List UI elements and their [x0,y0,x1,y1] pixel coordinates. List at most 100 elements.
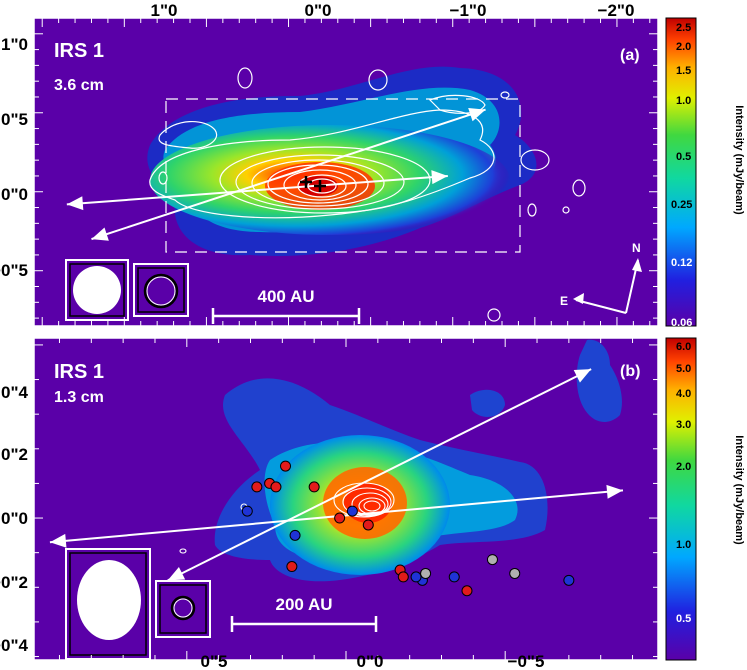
maser-spot-blue [241,505,253,517]
maser-spot-red [280,460,292,472]
compass: N E [560,241,642,314]
x-tick-label: 1"0 [151,1,178,20]
y-tick-label: −0"4 [0,636,29,655]
panel-a-contours [149,67,586,322]
y-tick-label: −0"5 [0,261,28,280]
maser-spot-red [362,519,374,531]
colorbar-tick: 0.06 [671,317,692,329]
colorbar-tick: 1.0 [676,95,691,107]
maser-spot-red [334,512,346,524]
y-tick-label: 0"4 [1,383,29,402]
y-tick-label: 0"0 [1,509,28,528]
colorbar-a-gradient [665,17,697,327]
maser-spot-blue [346,505,358,517]
emission-knot-b2 [470,389,505,417]
panel-b-beams [65,548,211,660]
emission-knot-b [576,339,622,422]
maser-spot-red [251,481,263,493]
x-tick-label: 0"0 [357,652,384,670]
scale-bar-label-b: 200 AU [275,595,332,614]
maser-spot-red [286,561,298,573]
panel-a-y-tick-labels: 1"0 0"5 0"0 −0"5 [0,35,28,280]
panel-a-emission [147,66,586,322]
colorbar-tick: 0.25 [671,199,692,211]
panel-a: IRS 1 3.6 cm (a) 400 AU N E 1"0 0"0 [0,1,659,327]
y-tick-label: 0"5 [1,110,28,129]
y-tick-label: 0"2 [1,445,28,464]
panel-b-y-tick-labels: 0"4 0"2 0"0 −0"2 −0"4 [0,383,29,655]
panel-b: IRS 1 1.3 cm (b) 200 AU 0"5 0"0 −0"5 0"4… [0,337,659,670]
outflow-axis-line [91,108,486,241]
panel-a-title: IRS 1 [54,40,104,62]
panel-b-title: IRS 1 [54,361,104,383]
panel-b-scale-bar: 200 AU [230,595,378,632]
colorbar-tick: 1.0 [676,539,691,551]
panel-b-x-tick-labels: 0"5 0"0 −0"5 [201,652,545,670]
outflow-axis-line [66,174,448,206]
panel-b-maser-spots [241,460,575,597]
colorbar-b: 6.0 5.0 4.0 3.0 2.0 1.0 0.5 Intensity (m… [665,337,745,661]
colorbar-tick: 4.0 [676,388,691,400]
x-tick-label: 0"0 [305,1,332,20]
outflow-arrowhead [431,170,448,185]
panel-a-peaks [300,176,326,192]
maser-spot-red [308,481,320,493]
maser-spot-red [461,585,473,597]
outflow-arrowhead [167,566,186,581]
colorbar-b-label: Intensity (mJy/beam) [733,435,745,545]
panel-b-label: (b) [620,363,640,380]
outflow-arrowhead [66,196,84,211]
outflow-axis-line [167,368,592,582]
colorbar-a-label: Intensity (mJy/beam) [733,105,745,215]
outflow-arrowhead [573,369,592,383]
y-tick-label: 0"0 [1,185,28,204]
panel-a-label: (a) [620,47,640,64]
outflow-arrowhead [468,107,486,122]
y-tick-label: 1"0 [1,35,28,54]
panel-b-subtitle: 1.3 cm [54,389,104,406]
panel-a-scale-bar: 400 AU [211,287,361,324]
maser-spot-blue [448,571,460,583]
panel-a-frame [33,17,659,327]
panel-a-beams [65,259,189,321]
panel-a-subtitle: 3.6 cm [54,77,104,94]
scale-bar-label-a: 400 AU [257,287,314,306]
x-tick-label: −2"0 [598,1,635,20]
colorbar-tick: 6.0 [676,341,691,353]
colorbar-b-gradient [665,337,697,661]
panel-b-ticks [34,338,658,660]
panel-a-outflow-axes [66,107,486,241]
beam-large [73,266,121,314]
compass-north: N [632,241,641,255]
colorbar-a: 2.5 2.0 1.5 1.0 0.5 0.25 0.12 0.06 Inten… [665,17,745,329]
compass-east: E [560,294,568,308]
panel-a-x-tick-labels: 1"0 0"0 −1"0 −2"0 [151,1,635,20]
x-tick-label: −0"5 [508,652,545,670]
colorbar-tick: 0.5 [676,613,691,625]
colorbar-tick: 2.0 [676,41,691,53]
peak-cross [300,176,326,192]
maser-spot-red [270,481,282,493]
maser-spot-gray [509,567,521,579]
y-tick-label: −0"2 [0,573,28,592]
maser-spot-red [397,571,409,583]
colorbar-tick: 5.0 [676,363,691,375]
panel-a-ticks [34,17,658,326]
colorbar-tick: 2.0 [676,461,691,473]
outflow-arrowhead [606,484,623,499]
panel-b-emission [179,339,622,582]
beam-large-b [77,560,141,640]
colorbar-tick: 1.5 [676,65,691,77]
maser-spot-gray [486,554,498,566]
maser-spot-blue [563,574,575,586]
colorbar-tick: 3.0 [676,419,691,431]
maser-spot-blue [410,571,422,583]
outflow-arrowhead [49,533,67,548]
x-tick-label: −1"0 [450,1,487,20]
maser-spot-blue [289,529,301,541]
colorbar-tick: 2.5 [676,22,691,34]
maser-spot-gray [420,567,432,579]
colorbar-tick: 0.12 [671,257,692,269]
zoom-box [165,98,521,253]
